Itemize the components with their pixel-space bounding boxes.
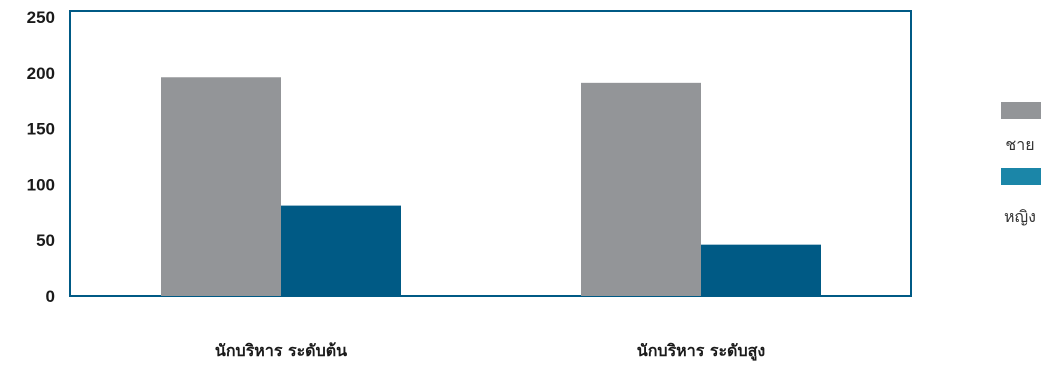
bar-female <box>281 205 401 296</box>
legend-swatch <box>1001 168 1041 185</box>
category-label: นักบริหาร ระดับสูง <box>637 341 765 362</box>
y-tick-label: 150 <box>27 120 55 139</box>
legend-label: หญิง <box>1004 207 1036 226</box>
y-tick-label: 100 <box>27 175 55 194</box>
category-label: นักบริหาร ระดับต้น <box>215 341 347 360</box>
category-labels: นักบริหาร ระดับต้น นักบริหาร ระดับสูง <box>215 341 765 362</box>
legend-label: ชาย <box>1005 135 1034 154</box>
bars <box>161 77 821 297</box>
bar-male <box>161 77 281 296</box>
y-tick-label: 250 <box>27 8 55 27</box>
legend-swatch <box>1001 102 1041 119</box>
y-axis-ticks: 0 50 100 150 200 250 <box>27 8 55 306</box>
bar-female <box>701 244 821 296</box>
bar-male <box>581 82 701 297</box>
y-tick-label: 50 <box>36 231 55 250</box>
y-tick-label: 0 <box>46 287 55 306</box>
y-tick-label: 200 <box>27 64 55 83</box>
